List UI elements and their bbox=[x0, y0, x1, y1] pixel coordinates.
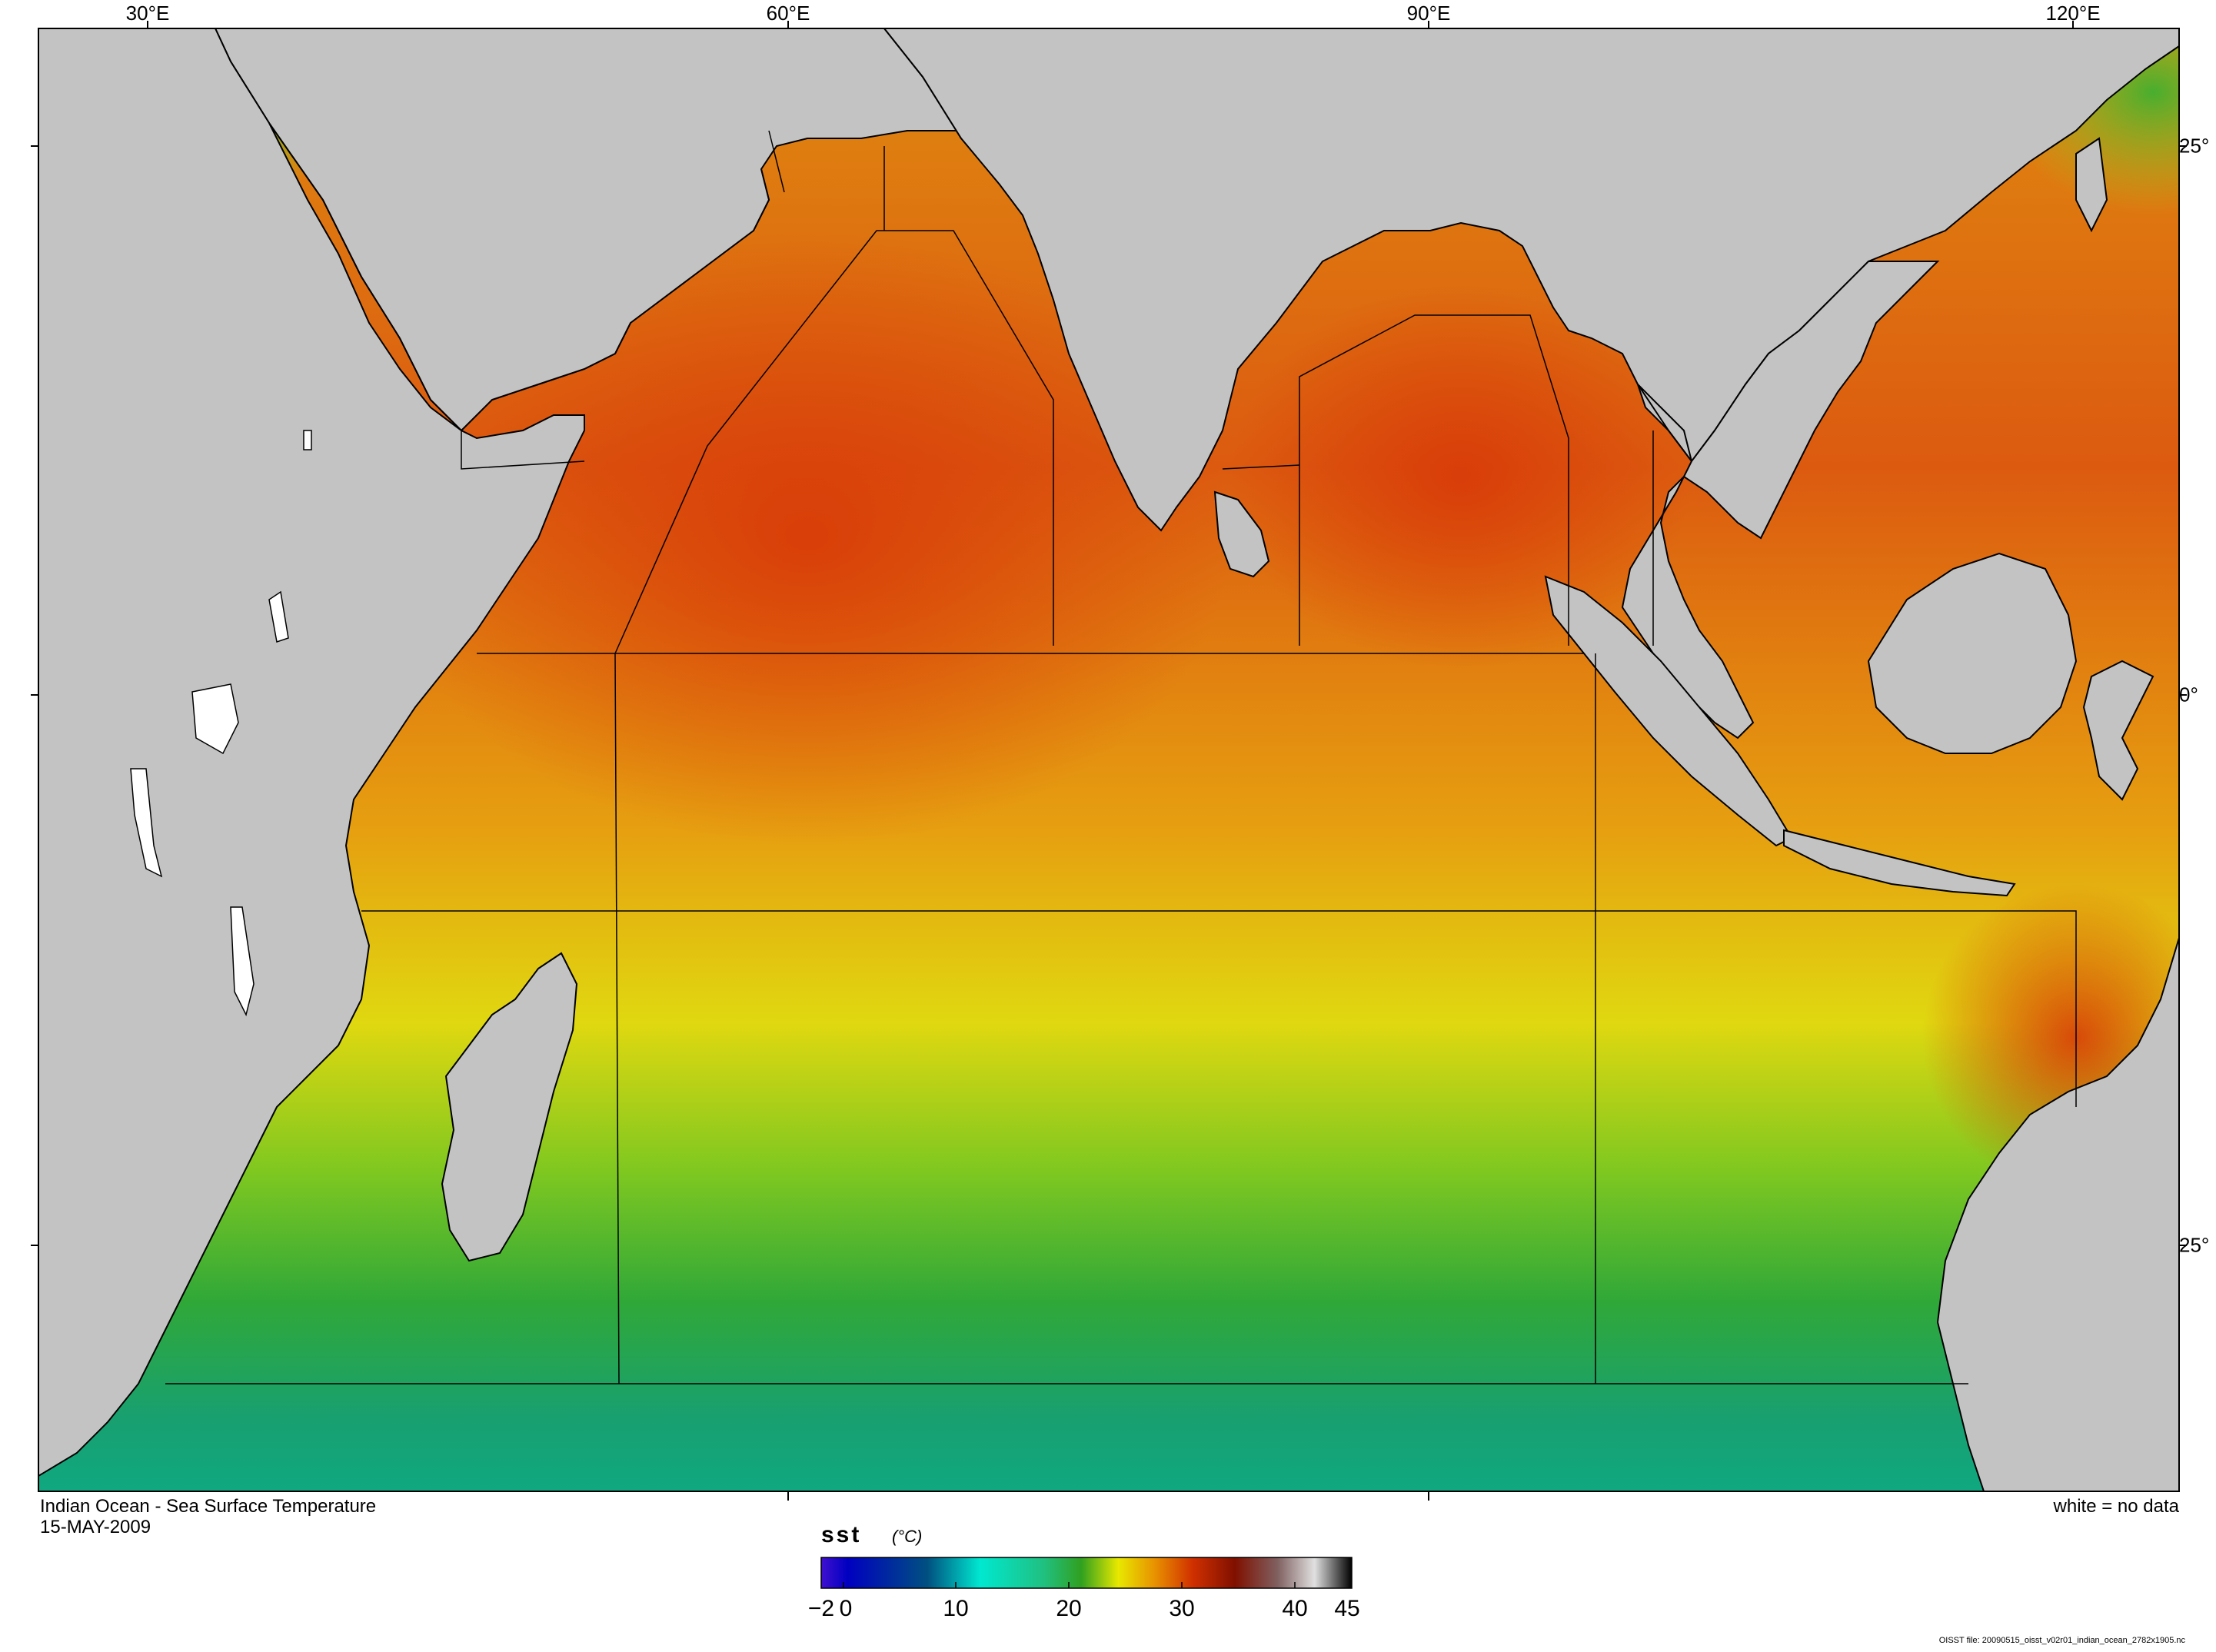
no-data-areas bbox=[130, 430, 312, 1017]
land-sulawesi bbox=[2082, 660, 2154, 801]
colorbar-tick-45: 45 bbox=[1334, 1596, 1360, 1621]
colorbar-units: (°C) bbox=[892, 1527, 923, 1546]
colorbar-tick-40: 40 bbox=[1282, 1596, 1308, 1621]
land-india-asia bbox=[883, 28, 2179, 532]
arabian-sea-warm-pool bbox=[384, 231, 1230, 846]
no-data-note: white = no data bbox=[2053, 1496, 2179, 1517]
land-australia bbox=[1936, 937, 2179, 1491]
land-borneo bbox=[1867, 552, 2078, 754]
colorbar-gradient bbox=[820, 1557, 1353, 1589]
colorbar-ticks bbox=[843, 1582, 1296, 1588]
land-madagascar bbox=[441, 952, 578, 1262]
land-masses bbox=[38, 28, 2179, 1491]
bay-of-bengal-warm-pool bbox=[1230, 284, 1692, 669]
land-java bbox=[1783, 829, 2016, 897]
map-title: Indian Ocean - Sea Surface Temperature bbox=[40, 1496, 377, 1517]
land-east-africa bbox=[38, 28, 585, 1477]
colorbar-tick-30: 30 bbox=[1169, 1596, 1195, 1621]
map-date: 15-MAY-2009 bbox=[40, 1517, 151, 1537]
colorbar-tick-neg2: −2 bbox=[807, 1596, 835, 1621]
colorbar-variable: sst bbox=[821, 1522, 862, 1547]
colorbar-tick-0: 0 bbox=[839, 1596, 853, 1621]
land-indochina-malay bbox=[1621, 261, 1940, 740]
region-boundaries bbox=[165, 130, 2077, 1384]
source-file-note: OISST file: 20090515_oisst_v02r01_indian… bbox=[1938, 1636, 2185, 1645]
map-frame bbox=[38, 28, 2180, 1492]
colorbar-tick-10: 10 bbox=[943, 1596, 969, 1621]
land-philippines bbox=[2075, 137, 2108, 233]
colorbar-tick-20: 20 bbox=[1056, 1596, 1082, 1621]
axis-ticks bbox=[31, 21, 2187, 1501]
land-sri-lanka bbox=[1213, 490, 1270, 578]
